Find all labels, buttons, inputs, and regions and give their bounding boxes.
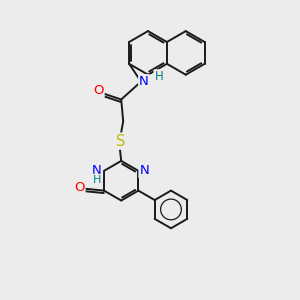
Text: H: H [93, 175, 101, 185]
Text: H: H [154, 70, 163, 83]
Text: O: O [74, 181, 85, 194]
Text: N: N [139, 75, 149, 88]
Text: O: O [93, 84, 104, 97]
Text: N: N [92, 164, 102, 177]
Text: S: S [116, 134, 125, 148]
Text: N: N [140, 164, 149, 177]
